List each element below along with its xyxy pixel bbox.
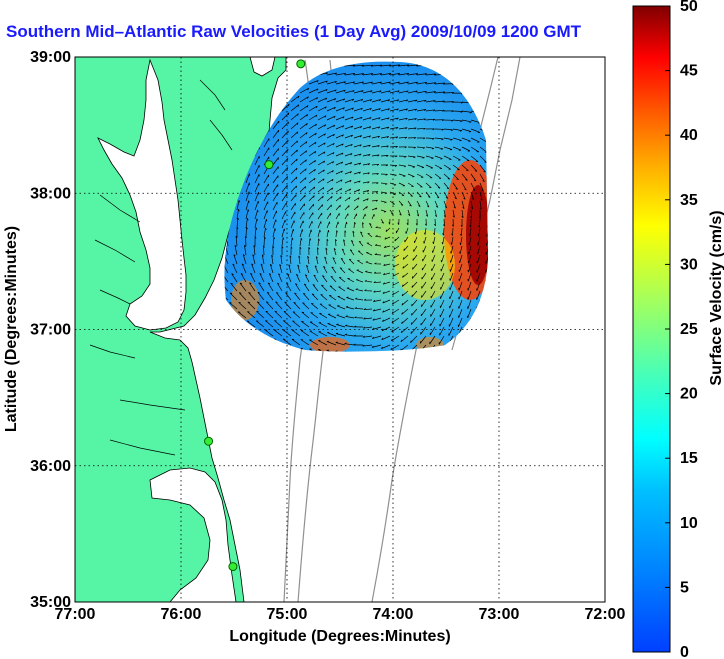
y-axis-label: Latitude (Degrees:Minutes): [3, 226, 20, 432]
colorbar-label: Surface Velocity (cm/s): [708, 210, 724, 385]
colorbar-tick-label: 40: [680, 127, 698, 144]
colorbar-tick-label: 0: [680, 644, 689, 659]
colorbar-tick-label: 15: [680, 450, 698, 467]
colorbar-tick-label: 50: [680, 0, 698, 15]
x-axis: 77:00 76:00 75:00 74:00 73:00 72:00: [55, 606, 626, 623]
delaware-bay: [249, 57, 276, 77]
colorbar-ticks: 0 5 10 15 20 25 30 35 40 45 50: [665, 0, 698, 659]
colorbar-tick-label: 35: [680, 192, 698, 209]
x-axis-label: Longitude (Degrees:Minutes): [229, 628, 450, 645]
colorbar-tick-label: 45: [680, 63, 698, 80]
colorbar-tick-label: 20: [680, 386, 698, 403]
y-tick-label: 37:00: [30, 322, 71, 339]
colorbar-gradient: [632, 5, 671, 653]
colorbar-tick-label: 5: [680, 579, 689, 596]
x-tick-label: 77:00: [55, 606, 96, 623]
x-tick-label: 74:00: [373, 606, 414, 623]
x-tick-label: 76:00: [161, 606, 202, 623]
colorbar-tick-label: 30: [680, 256, 698, 273]
colorbar-tick-label: 10: [680, 515, 698, 532]
y-tick-label: 35:00: [30, 594, 71, 611]
radar-sites: [204, 59, 306, 572]
x-tick-label: 72:00: [585, 606, 626, 623]
y-tick-label: 38:00: [30, 185, 71, 202]
y-tick-label: 36:00: [30, 458, 71, 475]
x-tick-label: 75:00: [267, 606, 308, 623]
radar-site-marker: [296, 59, 306, 69]
pamlico-sound: [149, 467, 237, 602]
radar-site-marker: [228, 562, 238, 572]
grid-lines: [75, 57, 605, 602]
y-axis: 39:00 38:00 37:00 36:00 35:00: [30, 49, 71, 611]
colorbar-tick-label: 25: [680, 321, 698, 338]
plot-area: [74, 56, 606, 603]
river-lines: [89, 79, 233, 456]
y-tick-label: 39:00: [30, 49, 71, 66]
radar-site-marker: [204, 436, 214, 446]
colorbar: 0 5 10 15 20 25 30 35 40 45 50 Surface Velocity (c…: [632, 0, 724, 659]
radar-site-marker: [264, 160, 274, 170]
map-title: Southern Mid–Atlantic Raw Velocities (1 …: [6, 22, 582, 41]
plot-frame: [74, 56, 606, 603]
x-tick-label: 73:00: [479, 606, 520, 623]
